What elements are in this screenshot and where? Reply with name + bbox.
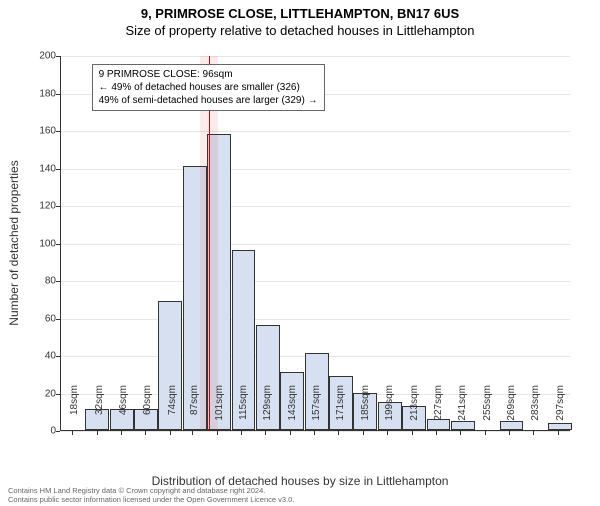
grid-line <box>61 56 570 57</box>
x-tick-label: 297sqm <box>555 385 566 435</box>
grid-line <box>61 206 570 207</box>
grid-line <box>61 281 570 282</box>
plot-area: 9 PRIMROSE CLOSE: 96sqm← 49% of detached… <box>60 56 570 431</box>
y-axis-label: Number of detached properties <box>7 160 21 325</box>
y-tick-label: 200 <box>26 51 60 62</box>
x-tick-label: 213sqm <box>409 385 420 435</box>
plot-background: 9 PRIMROSE CLOSE: 96sqm← 49% of detached… <box>60 56 570 431</box>
chart-container: 9, PRIMROSE CLOSE, LITTLEHAMPTON, BN17 6… <box>0 6 600 506</box>
x-tick-label: 283sqm <box>530 385 541 435</box>
chart-title-line2: Size of property relative to detached ho… <box>0 23 600 38</box>
x-tick-label: 227sqm <box>433 385 444 435</box>
y-tick-label: 0 <box>26 426 60 437</box>
annotation-box: 9 PRIMROSE CLOSE: 96sqm← 49% of detached… <box>92 64 325 111</box>
marker-line <box>209 56 210 430</box>
annotation-line3: 49% of semi-detached houses are larger (… <box>99 94 318 107</box>
grid-line <box>61 319 570 320</box>
x-tick-label: 32sqm <box>94 385 105 435</box>
x-tick-label: 171sqm <box>335 385 346 435</box>
x-tick-label: 269sqm <box>506 385 517 435</box>
y-tick-label: 20 <box>26 388 60 399</box>
x-tick-label: 60sqm <box>142 385 153 435</box>
grid-line <box>61 169 570 170</box>
y-tick-label: 60 <box>26 313 60 324</box>
x-tick-label: 129sqm <box>262 385 273 435</box>
x-tick-label: 46sqm <box>118 385 129 435</box>
x-tick-label: 101sqm <box>214 385 225 435</box>
footer-line1: Contains HM Land Registry data © Crown c… <box>8 486 294 495</box>
x-tick-label: 87sqm <box>189 385 200 435</box>
x-tick-label: 143sqm <box>287 385 298 435</box>
y-tick-label: 140 <box>26 163 60 174</box>
annotation-line1: 9 PRIMROSE CLOSE: 96sqm <box>99 68 318 81</box>
footer-attribution: Contains HM Land Registry data © Crown c… <box>8 486 294 504</box>
y-tick-label: 160 <box>26 126 60 137</box>
x-tick-label: 115sqm <box>238 385 249 435</box>
x-tick-label: 185sqm <box>360 385 371 435</box>
y-tick-label: 40 <box>26 351 60 362</box>
x-tick-label: 18sqm <box>69 385 80 435</box>
y-tick-label: 120 <box>26 201 60 212</box>
x-tick-label: 74sqm <box>167 385 178 435</box>
x-tick-label: 241sqm <box>457 385 468 435</box>
x-tick-label: 199sqm <box>384 385 395 435</box>
grid-line <box>61 131 570 132</box>
y-tick-label: 100 <box>26 238 60 249</box>
grid-line <box>61 244 570 245</box>
annotation-line2: ← 49% of detached houses are smaller (32… <box>99 81 318 94</box>
y-tick-label: 80 <box>26 276 60 287</box>
chart-title-line1: 9, PRIMROSE CLOSE, LITTLEHAMPTON, BN17 6… <box>0 6 600 21</box>
y-tick-label: 180 <box>26 88 60 99</box>
x-tick-label: 255sqm <box>482 385 493 435</box>
x-tick-label: 157sqm <box>311 385 322 435</box>
